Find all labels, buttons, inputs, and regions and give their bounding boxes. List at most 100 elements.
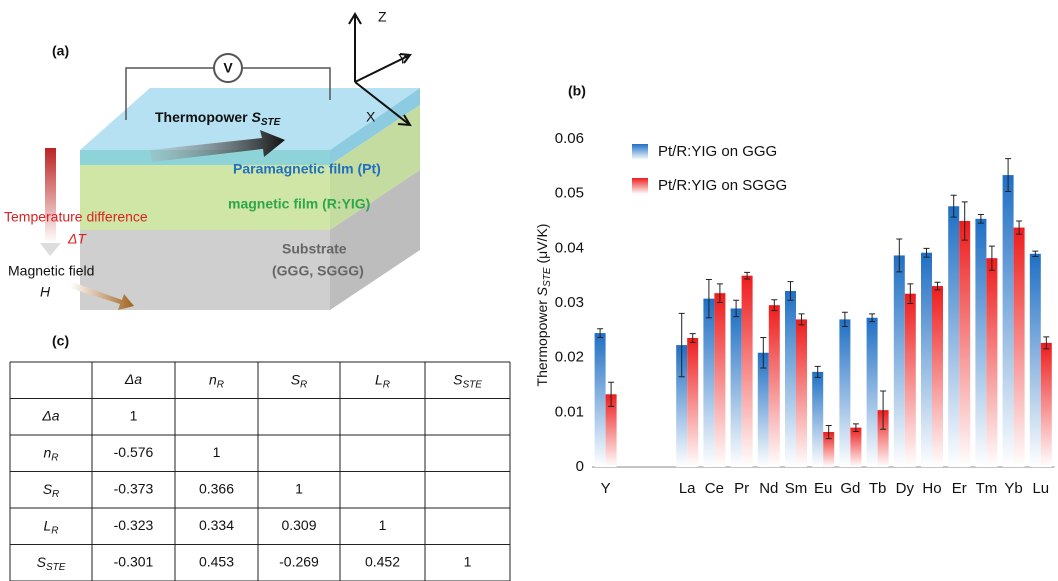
y-tick-label: 0 [576,458,584,475]
x-tick-label: La [679,480,696,497]
table-cell: 1 [379,517,387,533]
field-symbol: H [40,284,51,300]
substrate-label: Substrate [282,241,347,257]
bar [687,337,699,467]
row-header: LR [43,517,58,536]
table-cell: -0.373 [114,480,154,496]
column-header: SSTE [453,371,482,390]
error-bar [597,328,604,338]
bar [730,308,742,467]
error-bar [1016,220,1023,235]
legend-label: Pt/R:YIG on SGGG [658,177,787,194]
error-bar [760,336,767,369]
error-bar [977,213,984,224]
bar [932,286,943,467]
table-cell: 0.366 [199,480,234,496]
bar [812,371,824,467]
error-bar [678,312,685,378]
temperature-label: Temperature difference [4,209,148,225]
legend-swatch [632,178,648,194]
panel-label: (a) [52,43,69,59]
bar [823,432,835,467]
error-bar [771,299,778,312]
table-cell: 0.453 [199,553,234,569]
chart-title: (b) [568,83,586,99]
x-tick-label: Y [601,480,611,497]
delta-t: ΔT [67,231,87,247]
error-bar [950,194,957,218]
legend-label: Pt/R:YIG on GGG [658,143,777,160]
x-tick-label: Eu [814,480,832,497]
bar [1029,253,1041,467]
y-tick-label: 0.04 [555,239,584,256]
table-cell: -0.576 [114,444,154,460]
x-tick-label: Pr [734,480,749,497]
error-bar [608,381,615,407]
error-bar [1005,158,1012,192]
x-tick-label: Ce [705,480,724,497]
x-tick-label: Nd [759,480,778,497]
legend-swatch [632,144,648,160]
row-header: nR [43,444,58,463]
error-bar [852,423,859,432]
y-tick-label: 0.03 [555,294,584,311]
substrate-kinds: (GGG, SGGG) [272,263,364,279]
thermopower-label: Thermopower SSTE [155,109,281,128]
bar [768,305,780,467]
y-axis-label: Thermopower SSTE (μV/K) [534,224,553,387]
error-bar [1043,336,1050,350]
error-bar [705,278,712,319]
axis-x: X [366,109,376,125]
table-cell: 0.452 [365,553,400,569]
bar [1040,342,1052,467]
error-bar [841,311,848,328]
bar [605,394,617,467]
correlation-table: Δa nR SR LR SSTE Δa 1 nR -0.576 1 SR -0.373 0.366 1 LR… [9,361,511,581]
table-cell: -0.269 [279,553,319,569]
row-header: SSTE [37,553,66,572]
error-bar [814,365,821,378]
bar [904,293,916,467]
bar [948,206,960,468]
error-bar [825,424,832,440]
bar [1013,227,1025,467]
y-tick-label: 0.01 [555,403,584,420]
error-bar [744,271,751,280]
y-tick-label: 0.02 [555,349,584,366]
error-bar [787,281,794,301]
error-bar [923,247,930,258]
error-bar [869,313,876,323]
error-bar [961,201,968,241]
x-tick-label: Er [952,480,967,497]
x-tick-label: Lu [1032,480,1049,497]
bar [714,293,726,467]
axis-y: Y [398,51,408,67]
x-tick-label: Gd [840,480,860,497]
bar [785,290,796,467]
pt-layer-label: Paramagnetic film (Pt) [233,161,381,177]
table-cell: 1 [213,444,221,460]
bar [986,258,998,467]
x-tick-label: Ho [922,480,941,497]
axis-z: Z [378,9,387,25]
yig-layer-label: magnetic film (R:YIG) [228,196,370,212]
error-bar [907,283,914,305]
row-header: Δa [41,407,59,423]
x-tick-label: Dy [896,480,915,497]
table-cell: 1 [464,553,472,569]
column-header: SR [291,371,308,390]
error-bar [1032,250,1039,258]
table-cell: 0.309 [281,517,316,533]
bar [921,252,932,467]
device-sketch [40,12,420,310]
y-tick-label: 0.05 [555,185,584,202]
error-bar [716,283,723,303]
table-label: (c) [52,333,69,349]
bar [866,317,878,467]
column-header: Δa [124,371,142,387]
bar [975,218,987,467]
column-header: nR [209,371,224,390]
table-cell: 1 [295,480,303,496]
error-bar [988,245,995,271]
